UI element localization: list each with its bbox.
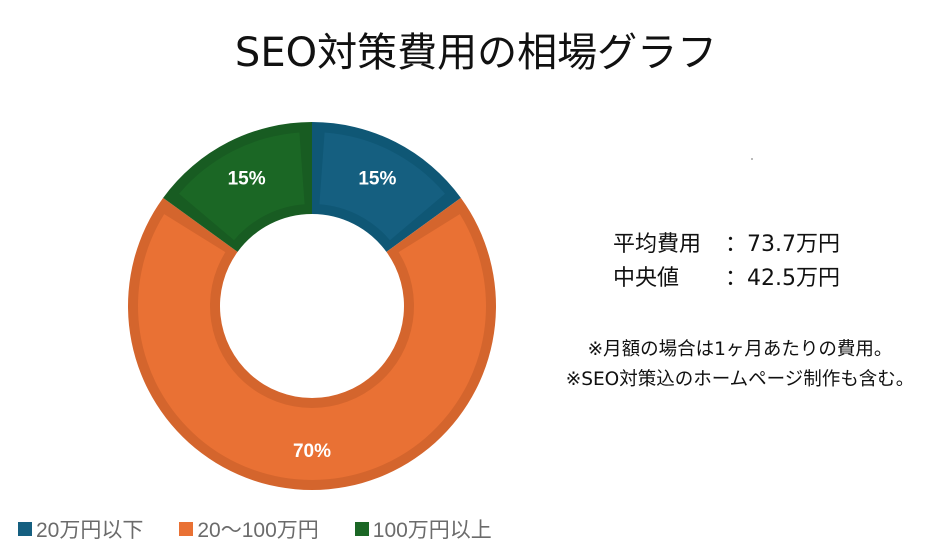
legend-swatch-icon — [18, 522, 32, 536]
donut-slice-labels: 15% 70% 15% — [228, 169, 397, 462]
donut-slice-fill — [319, 132, 445, 241]
cost-stats: 平均費用 ： 73.7万円 中央値 ： 42.5万円 — [613, 228, 840, 296]
average-cost-value: 73.7万円 — [747, 232, 840, 257]
stray-dot — [751, 158, 753, 160]
legend-swatch-icon — [354, 522, 369, 536]
footnote-monthly: ※月額の場合は1ヶ月あたりの費用。 — [587, 339, 893, 360]
chart-legend: 20万円以下 20〜100万円 100万円以上 — [18, 514, 528, 544]
slice-percent-label: 15% — [228, 169, 266, 190]
slice-percent-label: 70% — [293, 441, 331, 462]
legend-swatch-icon — [179, 522, 194, 536]
average-cost-row: 平均費用 ： 73.7万円 — [613, 228, 840, 262]
legend-item-over-100: 100万円以上 — [354, 514, 492, 544]
footnotes: ※月額の場合は1ヶ月あたりの費用。 ※SEO対策込のホームページ制作も含む。 — [530, 335, 950, 395]
median-cost-row: 中央値 ： 42.5万円 — [613, 262, 840, 296]
donut-slice-fill — [179, 132, 305, 241]
donut-slice-fill — [137, 214, 487, 481]
chart-title: SEO対策費用の相場グラフ — [234, 30, 718, 76]
footnote-website: ※SEO対策込のホームページ制作も含む。 — [565, 369, 915, 390]
average-cost-label: 平均費用 — [613, 232, 702, 257]
colon: ： — [725, 232, 748, 257]
median-cost-label: 中央値 — [613, 266, 680, 291]
legend-item-20-to-100: 20〜100万円 — [179, 514, 319, 544]
legend-label: 20〜100万円 — [197, 519, 319, 542]
legend-label: 20万円以下 — [36, 519, 144, 542]
median-cost-value: 42.5万円 — [747, 266, 840, 291]
slice-percent-label: 15% — [358, 169, 396, 190]
colon: ： — [725, 266, 748, 291]
donut-slices — [128, 122, 497, 490]
legend-label: 100万円以上 — [372, 519, 492, 542]
legend-item-under-20: 20万円以下 — [18, 514, 143, 544]
